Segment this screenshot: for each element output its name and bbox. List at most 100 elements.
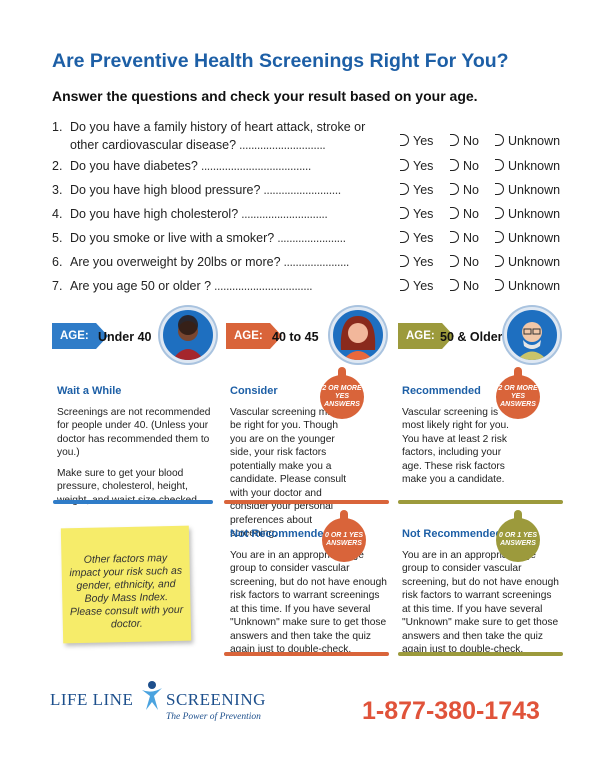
radio-label: No xyxy=(463,255,479,269)
card-text: You are in an appropriate age group to c… xyxy=(230,549,387,656)
question-text: Are you age 50 or older ? ..............… xyxy=(70,279,313,293)
radio-label: Yes xyxy=(413,183,434,197)
radio-option-yes[interactable]: Yes xyxy=(400,231,433,245)
logo-name-left: LIFE LINE xyxy=(50,690,134,709)
radio-circle-icon xyxy=(495,183,504,195)
badge-0-or-1-yes: 0 OR 1 YES ANSWERS xyxy=(322,518,366,562)
page-title: Are Preventive Health Screenings Right F… xyxy=(52,50,509,72)
radio-label: Yes xyxy=(413,134,434,148)
card-underline xyxy=(224,652,389,656)
radio-option-yes[interactable]: Yes xyxy=(400,207,433,221)
card-heading: Not Recommended xyxy=(230,528,331,540)
radio-circle-icon xyxy=(495,159,504,171)
radio-option-yes[interactable]: Yes xyxy=(400,255,433,269)
card-underline xyxy=(398,652,563,656)
radio-circle-icon xyxy=(495,207,504,219)
card-text: Vascular screening is most likely right … xyxy=(402,406,510,486)
person-avatar-icon xyxy=(330,307,386,363)
radio-circle-icon xyxy=(450,183,459,195)
radio-label: Unknown xyxy=(508,159,561,173)
radio-circle-icon xyxy=(400,134,409,146)
radio-circle-icon xyxy=(450,279,459,291)
person-avatar-icon xyxy=(504,307,560,363)
radio-label: Yes xyxy=(413,159,434,173)
radio-label: No xyxy=(463,231,479,245)
result-card-not-recommended-40-45: Not Recommended You are in an appropriat… xyxy=(230,528,390,664)
card-heading: Consider xyxy=(230,385,278,397)
leader-dots: ....................... xyxy=(274,231,346,245)
badge-loop xyxy=(340,510,348,520)
question-number: 1. xyxy=(52,120,63,134)
question-text-line: Do you have diabetes? xyxy=(70,159,198,173)
card-underline xyxy=(53,500,213,504)
radio-option-unknown[interactable]: Unknown xyxy=(495,231,560,245)
radio-option-no[interactable]: No xyxy=(450,279,479,293)
radio-label: Yes xyxy=(413,207,434,221)
result-card-recommended: Recommended Vascular screening is most l… xyxy=(402,385,552,494)
radio-option-no[interactable]: No xyxy=(450,134,479,148)
radio-circle-icon xyxy=(400,255,409,267)
leader-dots: ............................. xyxy=(238,207,328,221)
radio-option-unknown[interactable]: Unknown xyxy=(495,207,560,221)
badge-2-or-more-yes: 2 OR MORE YES ANSWERS xyxy=(496,375,540,419)
radio-circle-icon xyxy=(495,231,504,243)
question-number: 3. xyxy=(52,183,63,197)
radio-label: Yes xyxy=(413,255,434,269)
radio-circle-icon xyxy=(400,207,409,219)
radio-circle-icon xyxy=(450,255,459,267)
radio-option-no[interactable]: No xyxy=(450,207,479,221)
card-heading: Wait a While xyxy=(57,385,122,397)
question-text-line: Are you overweight by 20lbs or more? xyxy=(70,255,281,269)
radio-option-unknown[interactable]: Unknown xyxy=(495,279,560,293)
radio-circle-icon xyxy=(400,159,409,171)
sticky-note: Other factors may impact your risk such … xyxy=(60,525,192,644)
radio-label: No xyxy=(463,183,479,197)
radio-circle-icon xyxy=(495,255,504,267)
question-number: 4. xyxy=(52,207,63,221)
radio-option-no[interactable]: No xyxy=(450,183,479,197)
age-label: AGE: xyxy=(226,323,270,349)
question-text: Do you have high blood pressure? .......… xyxy=(70,183,341,197)
person-avatar-icon xyxy=(160,307,216,363)
radio-option-yes[interactable]: Yes xyxy=(400,279,433,293)
page-subtitle: Answer the questions and check your resu… xyxy=(52,88,478,104)
result-card-not-recommended-50-plus: Not Recommended You are in an appropriat… xyxy=(402,528,562,664)
radio-option-yes[interactable]: Yes xyxy=(400,183,433,197)
leader-dots: .......................... xyxy=(260,183,341,197)
card-heading: Recommended xyxy=(402,385,481,397)
leader-dots: ...................... xyxy=(280,255,350,269)
age-arrow-icon xyxy=(96,323,108,349)
radio-label: Unknown xyxy=(508,183,561,197)
radio-option-yes[interactable]: Yes xyxy=(400,134,433,148)
radio-option-unknown[interactable]: Unknown xyxy=(495,159,560,173)
question-text: Do you have high cholesterol? ..........… xyxy=(70,207,328,221)
age-label: AGE: xyxy=(52,323,96,349)
logo-tagline: The Power of Prevention xyxy=(166,712,261,722)
radio-option-yes[interactable]: Yes xyxy=(400,159,433,173)
card-text: Screenings are not recommended for peopl… xyxy=(57,406,211,459)
question-number: 5. xyxy=(52,231,63,245)
logo-name-right: SCREENING xyxy=(166,690,266,709)
age-label: AGE: xyxy=(398,323,442,349)
card-underline xyxy=(224,500,389,504)
radio-option-unknown[interactable]: Unknown xyxy=(495,134,560,148)
leader-dots: ............................. xyxy=(236,138,326,152)
radio-circle-icon xyxy=(495,279,504,291)
result-card-consider: Consider Vascular screening may be right… xyxy=(230,385,380,548)
card-underline xyxy=(398,500,563,504)
radio-option-no[interactable]: No xyxy=(450,159,479,173)
age-range: Under 40 xyxy=(98,330,152,344)
question-text-line: Do you smoke or live with a smoker? xyxy=(70,231,275,245)
radio-option-no[interactable]: No xyxy=(450,255,479,269)
leader-dots: ................................. xyxy=(211,279,313,293)
question-text-line: Do you have a family history of heart at… xyxy=(70,120,366,134)
radio-circle-icon xyxy=(450,134,459,146)
badge-loop xyxy=(338,367,346,377)
question-text: Are you overweight by 20lbs or more? ...… xyxy=(70,255,349,269)
radio-circle-icon xyxy=(495,134,504,146)
radio-option-no[interactable]: No xyxy=(450,231,479,245)
radio-option-unknown[interactable]: Unknown xyxy=(495,255,560,269)
radio-circle-icon xyxy=(450,231,459,243)
radio-label: No xyxy=(463,134,479,148)
radio-option-unknown[interactable]: Unknown xyxy=(495,183,560,197)
